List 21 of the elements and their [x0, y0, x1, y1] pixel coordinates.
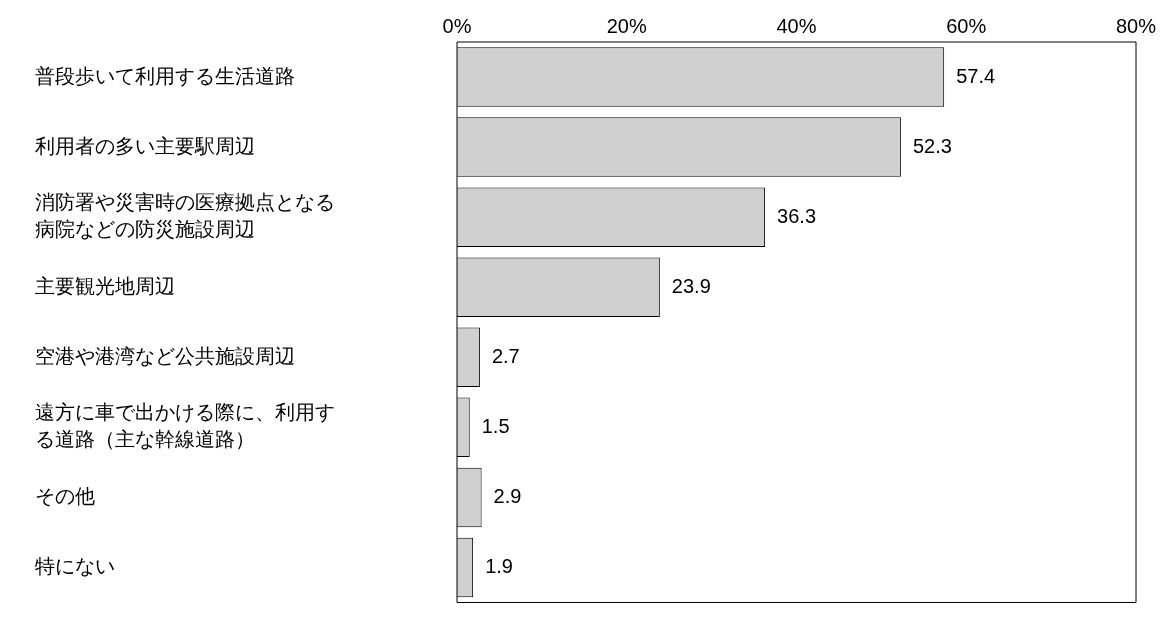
y-tick-label: 遠方に車で出かける際に、利用する道路（主な幹線道路） [35, 401, 335, 451]
y-tick-label: 普段歩いて利用する生活道路 [35, 64, 295, 87]
data-label: 23.9 [671, 274, 711, 297]
data-label: 52.3 [912, 134, 952, 157]
x-tick-label: 40% [776, 14, 817, 37]
x-tick-label: 0% [442, 14, 472, 37]
y-tick-label: 特にない [35, 554, 115, 577]
x-tick-label: 80% [1115, 14, 1157, 37]
x-tick-label: 60% [946, 14, 987, 37]
y-tick-label: 空港や港湾など公共施設周辺 [35, 344, 295, 367]
y-tick-label: その他 [35, 484, 95, 507]
data-label: 2.9 [493, 484, 522, 507]
data-label: 1.5 [481, 414, 510, 437]
data-label: 1.9 [485, 554, 513, 577]
data-label: 2.7 [491, 344, 520, 367]
data-label: 36.3 [777, 204, 817, 227]
y-tick-label: 主要観光地周辺 [35, 274, 175, 297]
y-tick-label: 利用者の多い主要駅周辺 [35, 134, 255, 157]
x-tick-label: 20% [606, 14, 647, 37]
y-tick-label: 消防署や災害時の医療拠点となる病院などの防災施設周辺 [35, 191, 335, 241]
data-label: 57.4 [956, 64, 996, 87]
